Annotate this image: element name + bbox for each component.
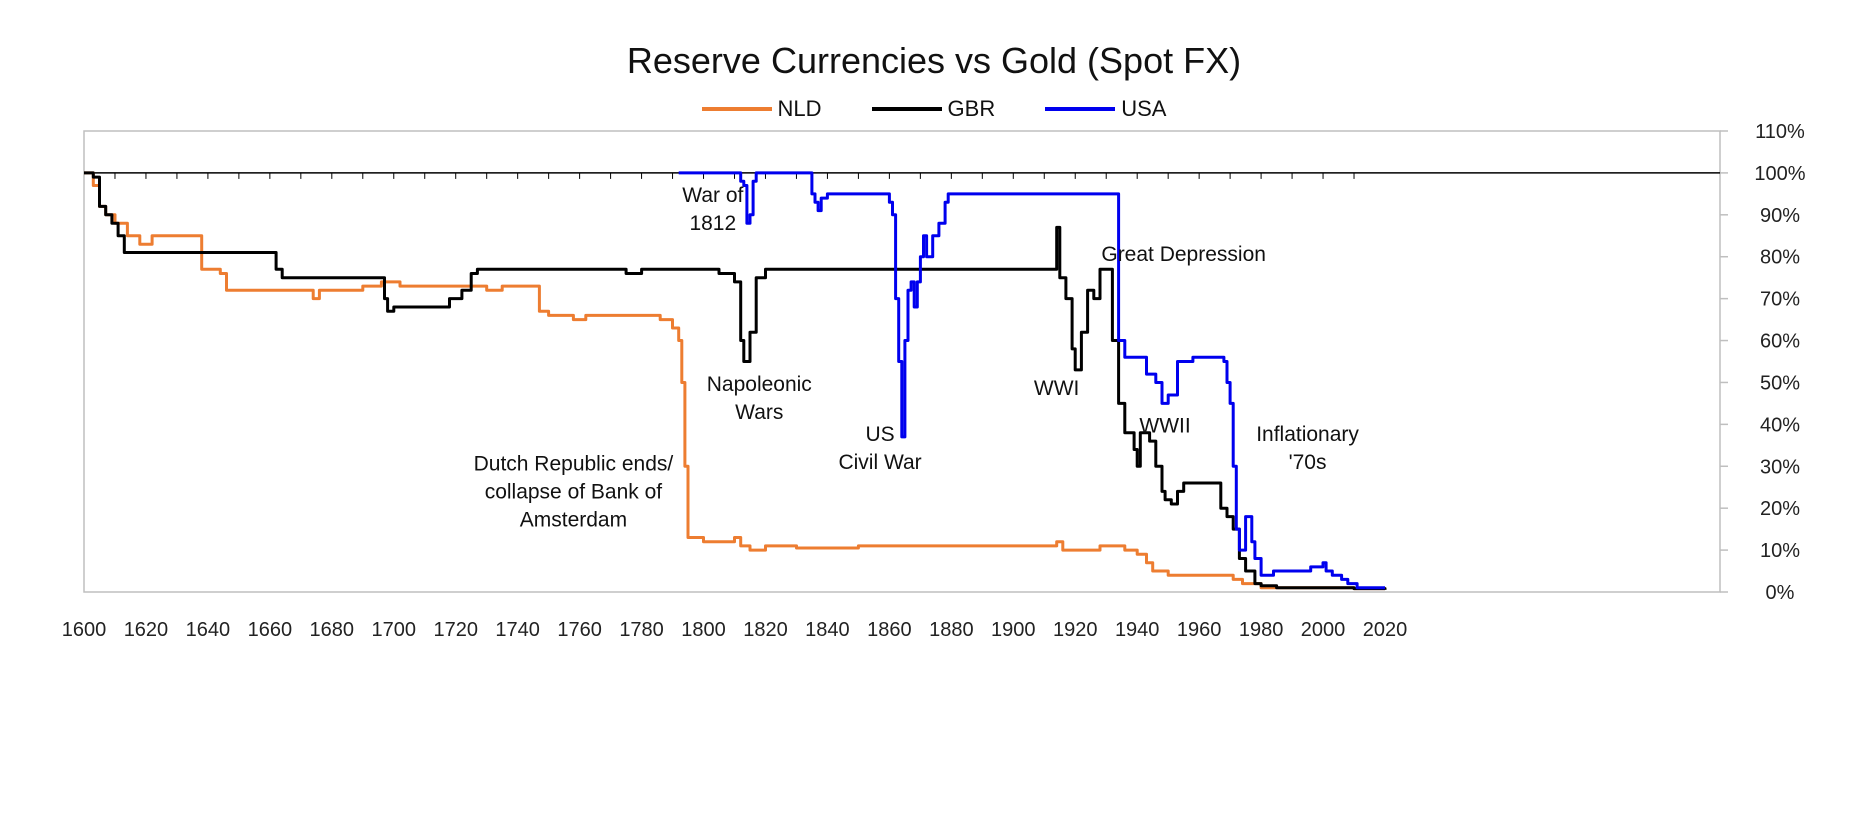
annotation-text: US bbox=[865, 423, 894, 446]
y-tick-label: 70% bbox=[1760, 289, 1800, 311]
legend-item-usa: USA bbox=[1045, 96, 1166, 122]
x-tick-label: 1820 bbox=[743, 619, 788, 641]
x-tick-label: 1600 bbox=[62, 619, 107, 641]
y-tick-label: 60% bbox=[1760, 331, 1800, 353]
annotation-wwii: WWII bbox=[1139, 415, 1190, 438]
x-tick-label: 1620 bbox=[124, 619, 169, 641]
annotation-text: Civil War bbox=[838, 451, 921, 474]
series-line-usa bbox=[678, 171, 1385, 590]
plot-frame bbox=[83, 130, 1721, 593]
annotation-us-civil-war: US Civil War bbox=[838, 423, 921, 474]
y-tick-label: 110% bbox=[1755, 121, 1805, 143]
legend-label: NLD bbox=[777, 96, 822, 121]
annotation-text: Dutch Republic ends/ bbox=[474, 452, 674, 475]
x-tick-label: 1780 bbox=[619, 619, 664, 641]
series-line-gbr bbox=[84, 171, 1387, 591]
y-tick-label: 80% bbox=[1760, 247, 1800, 269]
y-tick-label: 100% bbox=[1754, 163, 1805, 185]
annotation-wwi: WWI bbox=[1034, 377, 1079, 400]
annotation-great-depression: Great Depression bbox=[1101, 243, 1266, 266]
annotation-inflationary-70s: Inflationary '70s bbox=[1256, 423, 1359, 474]
annotation-text: Great Depression bbox=[1101, 243, 1266, 266]
x-tick-label: 1700 bbox=[372, 619, 417, 641]
annotation-war-1812: War of 1812 bbox=[682, 184, 743, 235]
annotation-text: WWI bbox=[1034, 377, 1079, 400]
legend-item-gbr: GBR bbox=[871, 96, 996, 122]
x-tick-label: 2020 bbox=[1363, 619, 1408, 641]
chart-title: Reserve Currencies vs Gold (Spot FX) bbox=[626, 40, 1242, 81]
annotation-text: Napoleonic bbox=[707, 373, 812, 396]
annotation-text: '70s bbox=[1289, 451, 1327, 474]
x-tick-label: 1880 bbox=[929, 619, 974, 641]
annotation-text: 1812 bbox=[689, 212, 736, 235]
x-tick-label: 1980 bbox=[1239, 619, 1284, 641]
annotation-text: War of bbox=[682, 184, 743, 207]
annotation-napoleonic: Napoleonic Wars bbox=[707, 373, 812, 424]
legend-swatch bbox=[701, 107, 772, 111]
legend-item-nld: NLD bbox=[701, 96, 822, 122]
x-tick-label: 1740 bbox=[495, 619, 540, 641]
y-tick-label: 40% bbox=[1760, 414, 1800, 436]
legend: NLD GBR USA bbox=[0, 96, 1868, 122]
annotation-text: collapse of Bank of bbox=[485, 480, 663, 503]
x-tick-label: 1940 bbox=[1115, 619, 1160, 641]
y-tick-label: 0% bbox=[1766, 582, 1795, 604]
y-tick-label: 50% bbox=[1760, 372, 1800, 394]
annotation-text: Inflationary bbox=[1256, 423, 1359, 446]
x-tick-label: 1960 bbox=[1177, 619, 1222, 641]
annotation-text: Wars bbox=[735, 401, 783, 424]
legend-label: USA bbox=[1121, 96, 1167, 121]
x-tick-label: 1660 bbox=[248, 619, 293, 641]
annotation-text: WWII bbox=[1139, 415, 1190, 438]
y-tick-label: 20% bbox=[1760, 498, 1800, 520]
x-tick-label: 1720 bbox=[433, 619, 478, 641]
x-tick-label: 1920 bbox=[1053, 619, 1098, 641]
y-tick-label: 90% bbox=[1760, 205, 1800, 227]
annotation-text: Amsterdam bbox=[520, 508, 627, 531]
legend-label: GBR bbox=[947, 96, 996, 121]
x-tick-label: 1680 bbox=[310, 619, 355, 641]
x-tick-label: 1760 bbox=[557, 619, 602, 641]
x-tick-label: 1860 bbox=[867, 619, 912, 641]
x-tick-label: 1800 bbox=[681, 619, 726, 641]
y-tick-label: 30% bbox=[1760, 456, 1800, 478]
x-tick-label: 1900 bbox=[991, 619, 1036, 641]
x-tick-label: 1640 bbox=[186, 619, 231, 641]
annotation-dutch-republic: Dutch Republic ends/collapse of Bank of A… bbox=[474, 452, 674, 531]
x-tick-label: 2000 bbox=[1301, 619, 1346, 641]
y-tick-label: 10% bbox=[1760, 540, 1800, 562]
legend-swatch bbox=[1045, 107, 1116, 111]
series-line-nld bbox=[84, 171, 1387, 591]
x-tick-label: 1840 bbox=[805, 619, 850, 641]
legend-swatch bbox=[871, 107, 942, 111]
